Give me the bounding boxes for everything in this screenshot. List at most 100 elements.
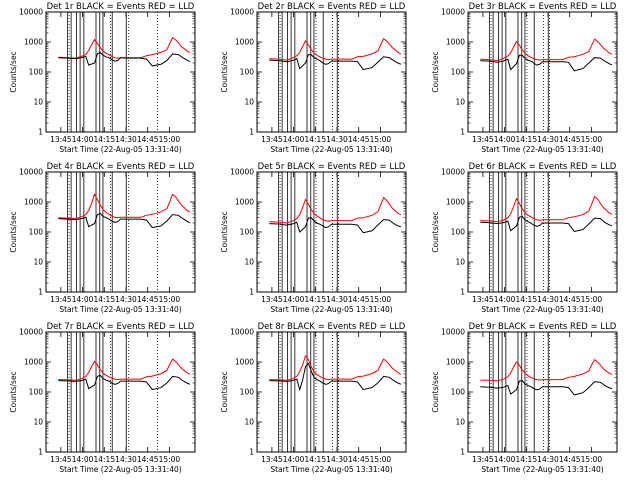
y-axis-label: Counts/sec <box>431 371 440 412</box>
x-tick-label: 15:00 <box>370 455 392 464</box>
plot-frame <box>256 171 407 293</box>
x-tick-label: 14:30 <box>115 455 137 464</box>
x-tick-label: 14:45 <box>348 135 370 144</box>
panel-title: Det 1r BLACK = Events RED = LLD <box>47 2 195 12</box>
y-axis-label: Counts/sec <box>431 51 440 92</box>
lld-series-line <box>58 193 191 220</box>
y-tick-label: 10 <box>244 258 254 267</box>
panel-det-5: Det 5r BLACK = Events RED = LLD Counts/se… <box>220 162 407 314</box>
y-tick-label: 1000 <box>446 38 465 47</box>
x-tick-label: 14:30 <box>326 455 348 464</box>
y-tick-label: 1000 <box>24 198 43 207</box>
panel-det-3: Det 3r BLACK = Events RED = LLD Counts/se… <box>431 2 618 154</box>
events-series-line <box>480 380 613 396</box>
x-tick-label: 14:00 <box>494 455 516 464</box>
y-tick-label: 1 <box>38 288 43 297</box>
x-tick-label: 14:00 <box>283 135 305 144</box>
x-tick-label: 14:45 <box>559 135 581 144</box>
x-tick-label: 14:30 <box>537 455 559 464</box>
panel-title: Det 5r BLACK = Events RED = LLD <box>258 162 406 172</box>
x-tick-label: 14:45 <box>348 455 370 464</box>
x-tick-label: 15:00 <box>159 135 181 144</box>
x-tick-label: 14:15 <box>93 135 115 144</box>
x-axis-label: Start Time (22-Aug-05 13:31:40) <box>481 145 603 154</box>
plot-frame <box>256 331 407 453</box>
plot-frame <box>45 11 196 133</box>
y-tick-label: 100 <box>29 228 44 237</box>
x-tick-label: 14:15 <box>304 135 326 144</box>
x-tick-label: 13:45 <box>261 295 283 304</box>
x-tick-label: 14:00 <box>494 295 516 304</box>
x-axis-label: Start Time (22-Aug-05 13:31:40) <box>270 305 392 314</box>
panel-det-1: Det 1r BLACK = Events RED = LLD Counts/se… <box>9 2 196 154</box>
y-axis-label: Counts/sec <box>9 371 18 412</box>
x-tick-label: 14:15 <box>515 135 537 144</box>
x-axis-label: Start Time (22-Aug-05 13:31:40) <box>59 145 181 154</box>
events-series-line <box>269 362 402 392</box>
y-tick-label: 1 <box>249 288 254 297</box>
y-tick-label: 10 <box>455 98 465 107</box>
x-tick-label: 15:00 <box>370 135 392 144</box>
x-tick-label: 14:30 <box>115 135 137 144</box>
x-axis-label: Start Time (22-Aug-05 13:31:40) <box>59 465 181 474</box>
x-tick-label: 14:30 <box>326 295 348 304</box>
y-tick-label: 10000 <box>441 328 465 337</box>
y-tick-label: 100 <box>451 228 466 237</box>
x-tick-label: 13:45 <box>472 135 494 144</box>
x-tick-label: 14:30 <box>537 135 559 144</box>
panel-title: Det 4r BLACK = Events RED = LLD <box>47 162 195 172</box>
x-tick-label: 14:00 <box>72 135 94 144</box>
x-tick-label: 14:00 <box>283 295 305 304</box>
x-tick-label: 14:45 <box>348 295 370 304</box>
x-tick-label: 13:45 <box>261 135 283 144</box>
y-tick-label: 10 <box>33 258 43 267</box>
y-tick-label: 1 <box>460 448 465 457</box>
x-tick-label: 14:30 <box>115 295 137 304</box>
x-tick-label: 14:30 <box>537 295 559 304</box>
y-tick-label: 100 <box>240 68 255 77</box>
plot-frame <box>45 171 196 293</box>
y-tick-label: 1000 <box>235 198 254 207</box>
y-tick-label: 1000 <box>24 358 43 367</box>
x-tick-label: 14:00 <box>283 455 305 464</box>
plot-frame <box>256 11 407 133</box>
y-tick-label: 10000 <box>19 168 43 177</box>
x-axis-label: Start Time (22-Aug-05 13:31:40) <box>59 305 181 314</box>
panel-det-6: Det 6r BLACK = Events RED = LLD Counts/se… <box>431 162 618 314</box>
y-tick-label: 10 <box>244 98 254 107</box>
y-tick-label: 1 <box>38 128 43 137</box>
y-tick-label: 10 <box>244 418 254 427</box>
panel-det-8: Det 8r BLACK = Events RED = LLD Counts/se… <box>220 322 407 474</box>
x-tick-label: 14:45 <box>137 135 159 144</box>
events-series-line <box>269 54 402 71</box>
x-tick-label: 14:45 <box>137 455 159 464</box>
y-tick-label: 1000 <box>446 358 465 367</box>
plot-frame <box>467 331 618 453</box>
y-tick-label: 10000 <box>230 168 254 177</box>
y-tick-label: 10000 <box>19 328 43 337</box>
x-tick-label: 13:45 <box>50 295 72 304</box>
x-tick-label: 14:45 <box>137 295 159 304</box>
x-tick-label: 14:15 <box>304 455 326 464</box>
y-tick-label: 100 <box>451 68 466 77</box>
y-tick-label: 1000 <box>235 358 254 367</box>
y-tick-label: 100 <box>240 388 255 397</box>
x-axis-label: Start Time (22-Aug-05 13:31:40) <box>270 465 392 474</box>
y-tick-label: 10000 <box>19 8 43 17</box>
x-tick-label: 14:15 <box>93 295 115 304</box>
panel-title: Det 8r BLACK = Events RED = LLD <box>258 322 406 332</box>
events-series-line <box>480 54 613 72</box>
panel-det-4: Det 4r BLACK = Events RED = LLD Counts/se… <box>9 162 196 314</box>
x-axis-label: Start Time (22-Aug-05 13:31:40) <box>481 305 603 314</box>
y-tick-label: 1 <box>460 288 465 297</box>
x-tick-label: 13:45 <box>472 455 494 464</box>
y-tick-label: 100 <box>240 228 255 237</box>
events-series-line <box>480 215 613 232</box>
x-tick-label: 13:45 <box>50 455 72 464</box>
x-tick-label: 14:45 <box>559 295 581 304</box>
y-axis-label: Counts/sec <box>431 211 440 252</box>
x-tick-label: 14:15 <box>515 455 537 464</box>
y-tick-label: 1 <box>249 128 254 137</box>
y-tick-label: 10 <box>33 418 43 427</box>
